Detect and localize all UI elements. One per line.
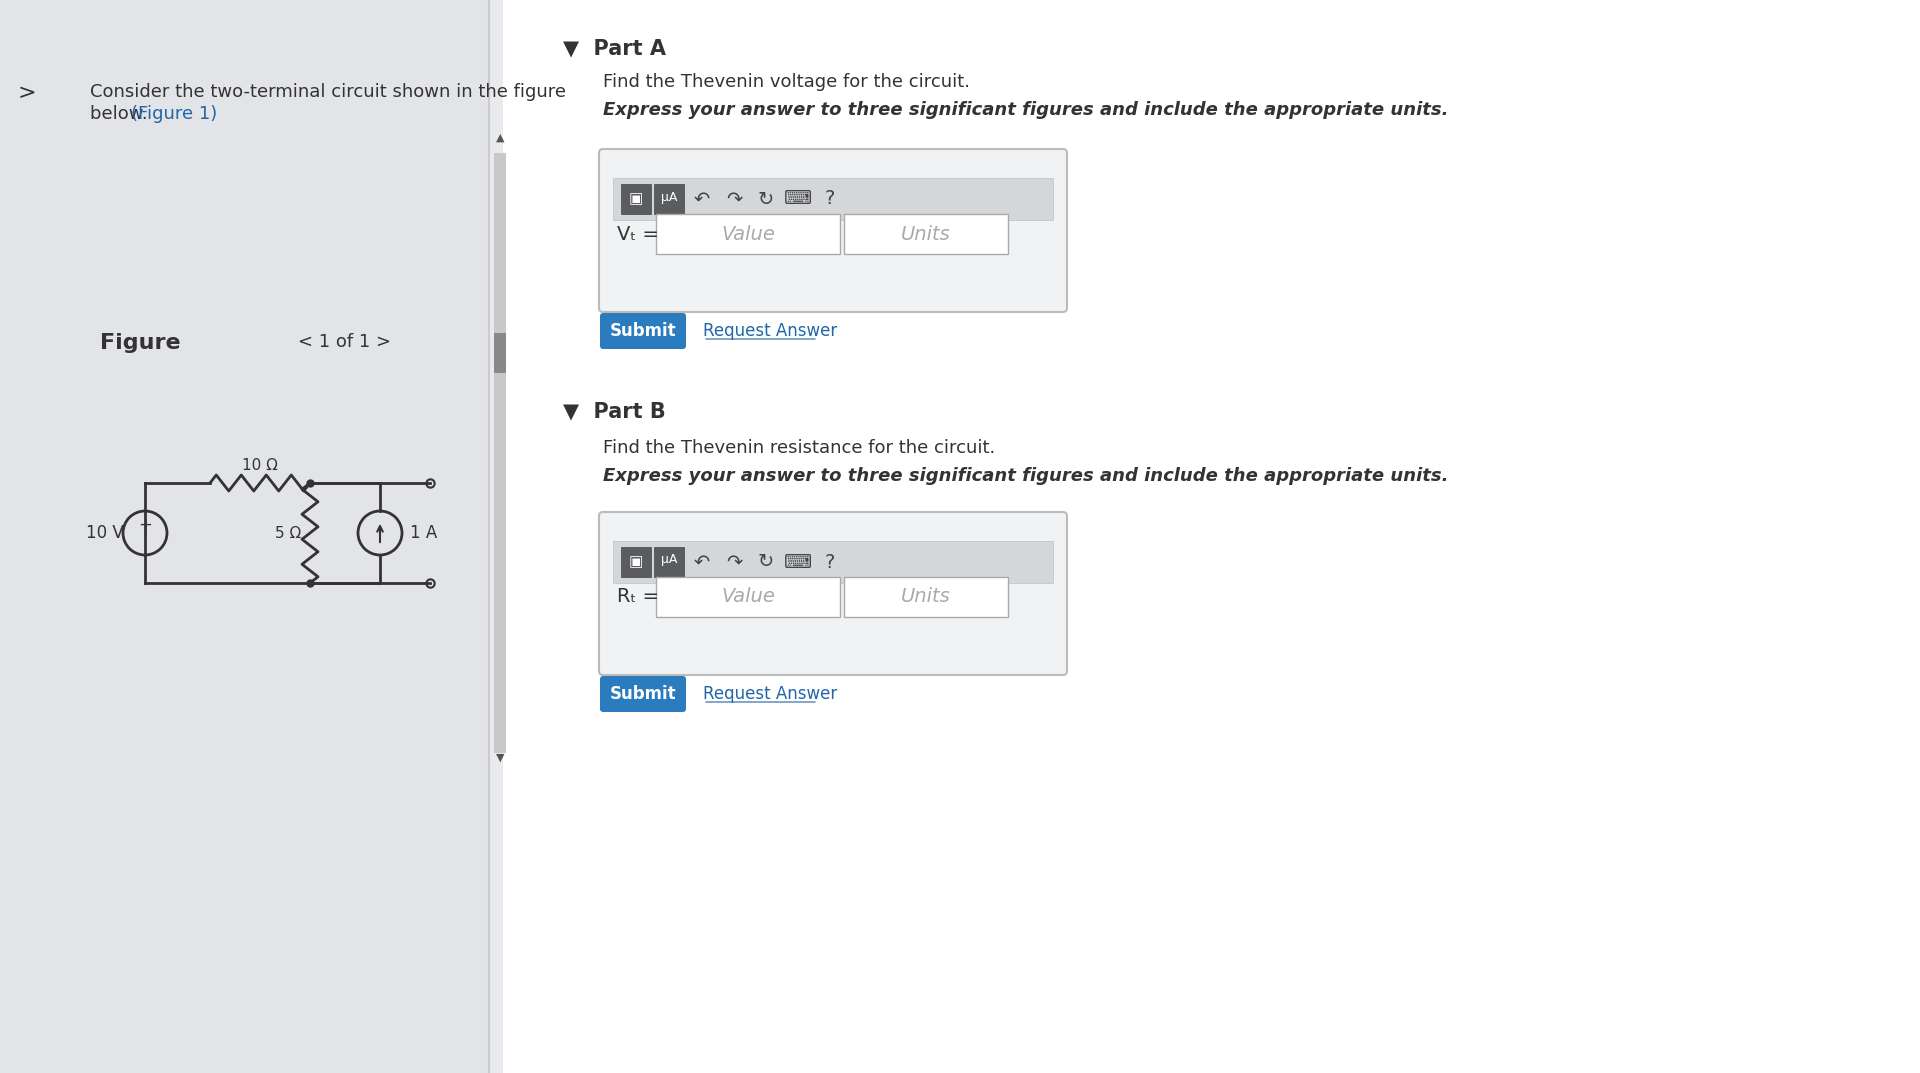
Text: ↷: ↷ xyxy=(726,553,743,572)
FancyBboxPatch shape xyxy=(655,547,684,577)
Text: ↻: ↻ xyxy=(758,553,774,572)
FancyBboxPatch shape xyxy=(599,512,1068,675)
FancyBboxPatch shape xyxy=(599,676,685,712)
Text: 10 V: 10 V xyxy=(86,524,125,542)
Text: Figure: Figure xyxy=(100,333,180,353)
Text: 1 A: 1 A xyxy=(411,524,438,542)
Text: >: > xyxy=(17,83,36,103)
FancyBboxPatch shape xyxy=(612,541,1052,583)
Text: Find the Thevenin voltage for the circuit.: Find the Thevenin voltage for the circui… xyxy=(603,73,970,91)
FancyBboxPatch shape xyxy=(620,547,651,577)
FancyBboxPatch shape xyxy=(0,0,490,1073)
Text: ↶: ↶ xyxy=(693,190,710,208)
Text: ▼  Part B: ▼ Part B xyxy=(563,401,666,421)
Text: Express your answer to three significant figures and include the appropriate uni: Express your answer to three significant… xyxy=(603,467,1448,485)
Text: Find the Thevenin resistance for the circuit.: Find the Thevenin resistance for the cir… xyxy=(603,439,995,457)
Text: Vₜ =: Vₜ = xyxy=(616,224,659,244)
Text: Value: Value xyxy=(722,224,776,244)
Text: ▲: ▲ xyxy=(495,133,505,143)
Text: +: + xyxy=(138,516,152,534)
Text: Rₜ =: Rₜ = xyxy=(616,588,659,606)
FancyBboxPatch shape xyxy=(657,577,841,617)
FancyBboxPatch shape xyxy=(493,333,507,373)
Text: μA: μA xyxy=(660,191,678,204)
Text: ▣: ▣ xyxy=(630,191,643,206)
Text: 5 Ω: 5 Ω xyxy=(275,526,301,541)
Text: Value: Value xyxy=(722,588,776,606)
Text: μA: μA xyxy=(660,554,678,567)
Text: Submit: Submit xyxy=(611,685,676,703)
Text: Request Answer: Request Answer xyxy=(703,685,837,703)
FancyBboxPatch shape xyxy=(599,313,685,349)
Text: below.: below. xyxy=(90,105,154,123)
FancyBboxPatch shape xyxy=(612,178,1052,220)
FancyBboxPatch shape xyxy=(599,149,1068,312)
Text: ▼  Part A: ▼ Part A xyxy=(563,38,666,58)
Text: ⌨: ⌨ xyxy=(783,553,812,572)
Text: Request Answer: Request Answer xyxy=(703,322,837,340)
Text: Submit: Submit xyxy=(611,322,676,340)
FancyBboxPatch shape xyxy=(657,214,841,254)
Text: ⌨: ⌨ xyxy=(783,190,812,208)
Text: ▼: ▼ xyxy=(495,753,505,763)
FancyBboxPatch shape xyxy=(503,0,1920,1073)
FancyBboxPatch shape xyxy=(655,183,684,214)
Text: Consider the two-terminal circuit shown in the figure: Consider the two-terminal circuit shown … xyxy=(90,83,566,101)
Text: ?: ? xyxy=(826,190,835,208)
Text: ↷: ↷ xyxy=(726,190,743,208)
FancyBboxPatch shape xyxy=(845,214,1008,254)
Text: ↻: ↻ xyxy=(758,190,774,208)
Text: < 1 of 1 >: < 1 of 1 > xyxy=(298,333,392,351)
Text: (Figure 1): (Figure 1) xyxy=(131,105,217,123)
Text: ▣: ▣ xyxy=(630,555,643,570)
Text: ↶: ↶ xyxy=(693,553,710,572)
Text: Express your answer to three significant figures and include the appropriate uni: Express your answer to three significant… xyxy=(603,101,1448,119)
Text: 10 Ω: 10 Ω xyxy=(242,457,278,472)
FancyBboxPatch shape xyxy=(493,153,507,753)
Text: Units: Units xyxy=(900,588,950,606)
FancyBboxPatch shape xyxy=(845,577,1008,617)
Text: Units: Units xyxy=(900,224,950,244)
Text: ?: ? xyxy=(826,553,835,572)
FancyBboxPatch shape xyxy=(620,183,651,214)
